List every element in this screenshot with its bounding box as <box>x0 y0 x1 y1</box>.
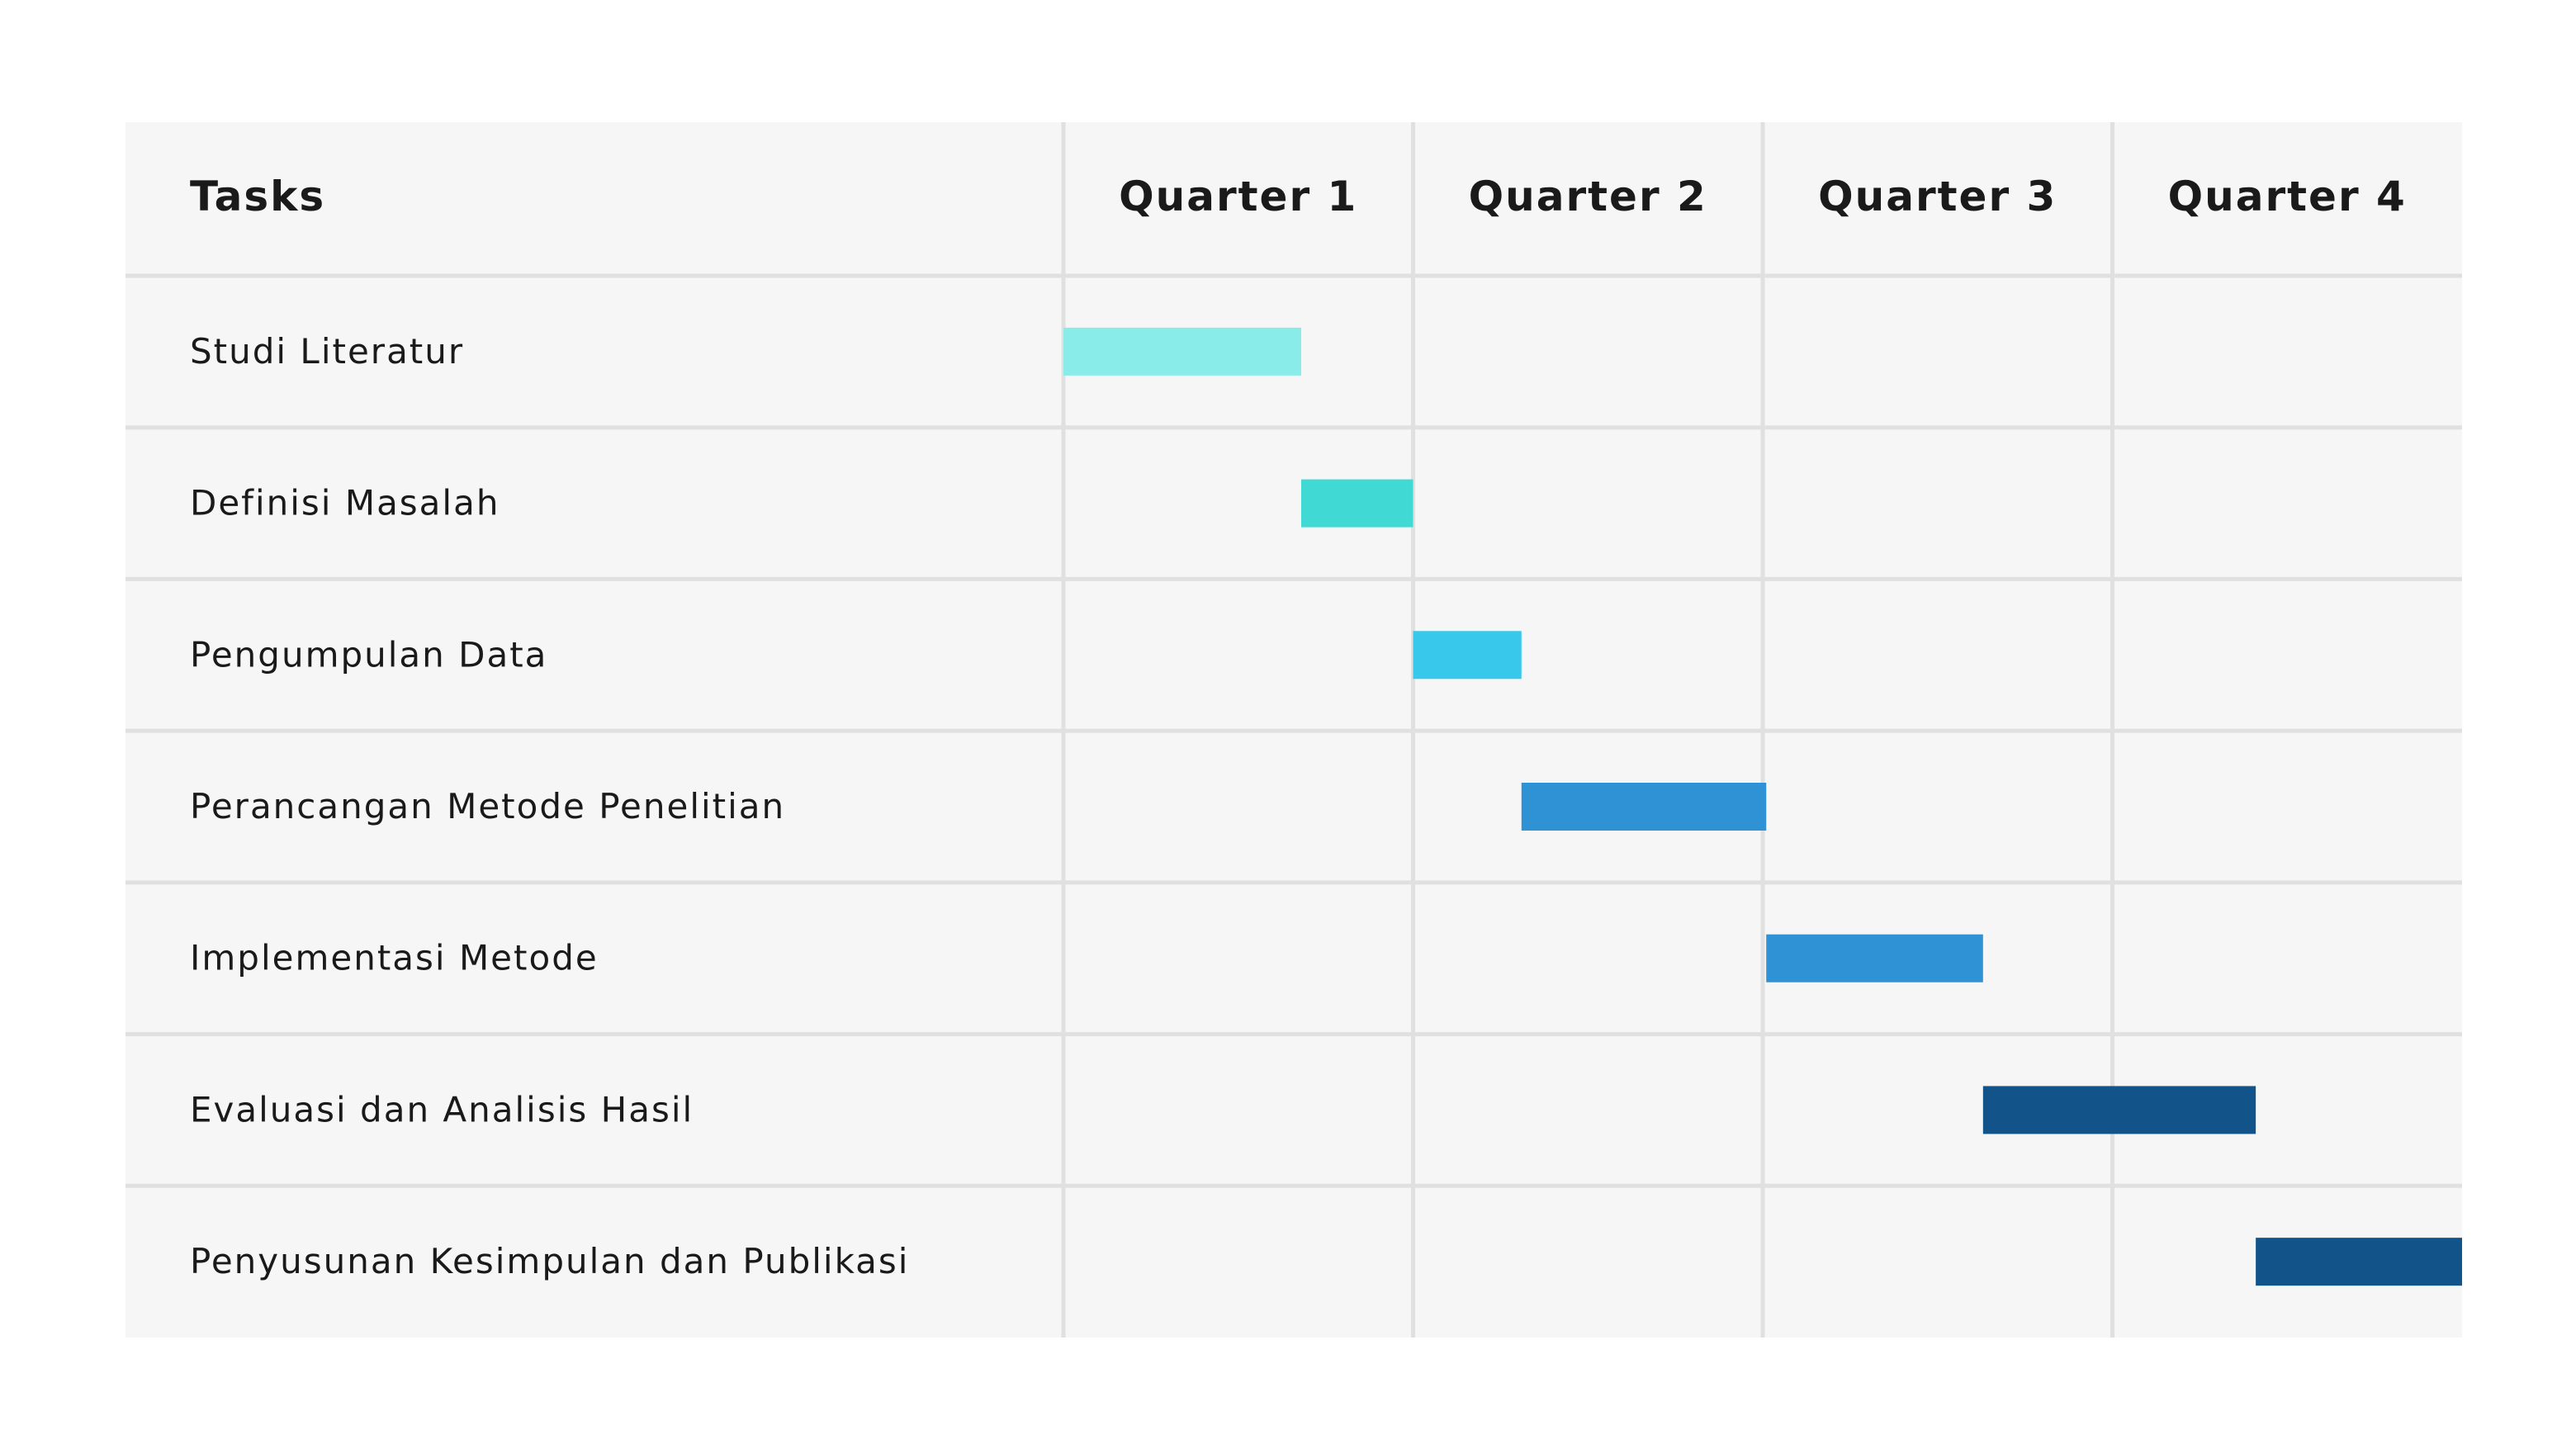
quarter-label: Quarter 1 <box>1119 173 1357 220</box>
task-bar <box>1982 1086 2256 1134</box>
task-label: Evaluasi dan Analisis Hasil <box>190 1089 694 1129</box>
quarter-label: Quarter 3 <box>1818 173 2057 220</box>
task-labels: Studi Literatur Definisi Masalah Pengumpul… <box>190 331 909 1281</box>
task-label: Definisi Masalah <box>190 483 500 523</box>
chart-header: Tasks <box>190 173 325 220</box>
quarter-label: Quarter 2 <box>1469 173 1707 220</box>
tasks-header: Tasks <box>190 173 325 220</box>
task-bar <box>1300 479 1413 528</box>
task-bar <box>1521 783 1767 831</box>
task-label: Pengumpulan Data <box>190 634 547 675</box>
task-label: Perancangan Metode Penelitian <box>190 786 785 826</box>
task-bar <box>1413 631 1522 680</box>
quarter-divider-lines <box>1061 122 2114 1338</box>
task-bar <box>1063 327 1301 376</box>
quarter-labels: Quarter 1 Quarter 2 Quarter 3 Quarter 4 <box>1119 173 2407 220</box>
quarter-label: Quarter 4 <box>2168 173 2407 220</box>
task-label: Penyusunan Kesimpulan dan Publikasi <box>190 1241 909 1281</box>
row-divider-lines <box>125 273 2462 1188</box>
task-label: Studi Literatur <box>190 331 464 372</box>
task-bar <box>1766 934 1983 983</box>
task-bar <box>2256 1238 2462 1286</box>
task-label: Implementasi Metode <box>190 938 599 978</box>
task-bars <box>1063 327 2462 1286</box>
